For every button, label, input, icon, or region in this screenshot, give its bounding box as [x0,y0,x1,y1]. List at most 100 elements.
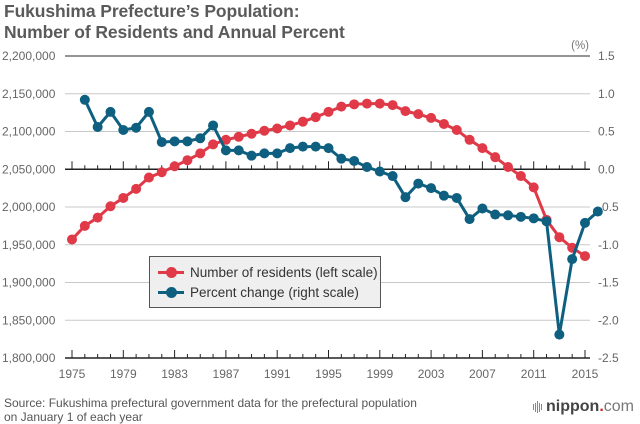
legend-label-residents: Number of residents (left scale) [190,264,378,280]
residents-point [182,155,193,166]
percent-change-point [349,155,360,166]
residents-point [105,201,116,212]
residents-point [451,124,462,135]
residents-point [79,220,90,231]
x-tick-label: 1999 [366,367,393,381]
series-percent-change [79,94,603,340]
sound-bars-icon [533,401,542,413]
left-tick-label: 1,800,000 [2,351,56,365]
brand-logo: nippon. com [533,398,634,416]
right-tick-label: 1.0 [598,87,615,101]
percent-change-point [285,143,296,154]
x-tick-label: 2007 [469,367,496,381]
residents-point [272,123,283,134]
residents-point [195,148,206,159]
left-axis-ticks: 2,200,000 2,150,000 2,100,000 2,050,000 2,00… [2,49,56,365]
percent-change-point [400,192,411,203]
percent-change-point [451,192,462,203]
residents-point [413,109,424,120]
residents-point [503,161,514,172]
percent-change-point [297,141,308,152]
left-tick-label: 2,000,000 [2,200,56,214]
x-tick-label: 2015 [572,367,599,381]
residents-point [143,172,154,183]
residents-point [246,128,257,139]
left-tick-label: 2,150,000 [2,87,56,101]
left-tick-label: 1,900,000 [2,276,56,290]
x-tick-label: 1987 [213,367,240,381]
percent-change-point [259,148,270,159]
source-line2: on January 1 of each year [4,410,143,424]
right-tick-label: 0.5 [598,125,615,139]
chart-title-line1: Fukushima Prefecture’s Population: [4,1,300,21]
x-tick-label: 1975 [59,367,86,381]
x-tick-label: 2011 [521,367,547,381]
residents-point [92,212,103,223]
percent-change-point [580,217,590,228]
residents-point [426,112,437,123]
residents-point [259,125,270,136]
residents-point [515,171,526,182]
legend-label-percent-change: Percent change (right scale) [190,284,359,300]
legend-marker-residents-icon [158,266,184,278]
right-tick-label: -1.0 [598,238,619,252]
percent-change-point [567,254,578,265]
percent-change-point [374,166,385,177]
legend: Number of residents (left scale) Percent… [149,256,381,308]
residents-point [464,134,475,145]
percent-change-point [169,136,180,147]
percent-change-point [387,171,398,182]
residents-point [131,183,142,194]
series-residents [67,98,590,262]
percent-change-point [503,210,514,221]
percent-change-point [361,161,372,172]
residents-point [310,112,321,123]
residents-point [374,98,385,109]
residents-point [285,120,296,131]
x-tick-label: 1979 [110,367,137,381]
percent-change-point [195,133,206,144]
right-tick-label: -0.5 [598,200,619,214]
percent-change-point [131,122,142,133]
chart-title: Fukushima Prefecture’s Population: Numbe… [4,1,345,43]
percent-change-point [246,150,257,161]
residents-point [387,100,398,111]
percent-change-point [92,121,103,132]
x-tick-label: 1991 [264,367,291,381]
residents-point [349,99,360,110]
percent-change-point [438,190,449,201]
gridlines [65,55,590,359]
right-tick-label: -1.5 [598,276,619,290]
percent-change-point [323,143,334,154]
x-tick-label: 1983 [161,367,188,381]
residents-point [297,116,308,127]
percent-change-point [515,211,526,222]
left-tick-label: 2,200,000 [2,49,56,63]
percent-change-point [79,94,90,105]
percent-change-point [554,329,565,340]
residents-point [580,251,590,262]
residents-point [336,101,347,112]
residents-point [67,234,77,245]
chart-title-line2: Number of Residents and Annual Percent [4,22,345,42]
left-tick-label: 1,950,000 [2,238,56,252]
percent-change-point [233,145,244,156]
right-axis-ticks: 1.5 1.0 0.5 0.0 -0.5 -1.0 -1.5 -2.0 -2.5 [598,49,619,365]
percent-change-point [143,106,154,117]
legend-marker-percent-icon [158,286,184,298]
percent-change-point [464,214,475,225]
legend-item-percent-change: Percent change (right scale) [158,282,359,302]
percent-change-point [118,124,129,135]
percent-change-point [541,216,552,227]
percent-change-point [310,141,321,152]
residents-point [528,182,539,193]
residents-point [477,143,488,154]
percent-change-point [490,209,501,220]
residents-point [233,131,244,142]
right-tick-label: 1.5 [598,49,615,63]
residents-point [400,106,411,117]
right-tick-label: -2.5 [598,351,619,365]
residents-point [169,161,180,172]
percent-change-point [272,148,283,159]
brand-name: nippon [546,398,600,415]
